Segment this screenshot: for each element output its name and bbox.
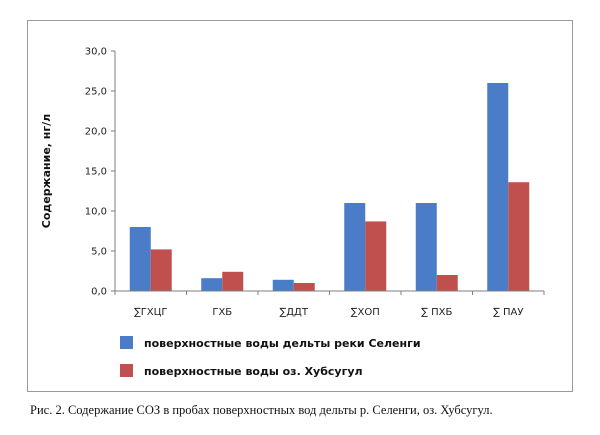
bar-series-2 (293, 283, 315, 291)
x-tick-label: ∑ГХЦГ (134, 307, 168, 318)
bars (129, 83, 530, 291)
bar-series-2 (150, 249, 172, 291)
x-tick-label: ∑ ПХБ (421, 307, 452, 318)
bar-series-2 (436, 275, 458, 291)
x-tick-label: ГХБ (212, 307, 232, 318)
bar-series-2 (365, 221, 387, 291)
chart-frame: 0,0 5,0 10,0 15,0 20,0 25,0 30,0 ∑ГХЦГ ГХБ ∑ДДТ ∑… (27, 20, 573, 392)
bar-series-1 (272, 279, 294, 291)
bar-series-2 (222, 271, 244, 291)
bar-series-1 (487, 83, 509, 291)
x-axis: ∑ГХЦГ ГХБ ∑ДДТ ∑ХОП ∑ ПХБ ∑ ПАУ (114, 290, 545, 318)
bar-series-1 (344, 203, 366, 291)
y-tick-label: 30,0 (85, 47, 107, 58)
bar-series-1 (201, 278, 223, 291)
bar-series-2 (508, 182, 530, 291)
y-tick-label: 10,0 (85, 207, 107, 218)
y-tick-label: 20,0 (85, 127, 107, 138)
legend-label: поверхностные воды дельты реки Селенги (144, 337, 421, 350)
y-axis-label: Содержание, нг/л (40, 114, 53, 228)
x-tick-label: ∑ДДТ (280, 307, 309, 318)
x-tick-label: ∑ ПАУ (493, 307, 523, 318)
legend-swatch (120, 364, 133, 377)
figure-caption: Рис. 2. Содержание СОЗ в пробах поверхно… (30, 403, 493, 417)
legend-swatch (120, 336, 133, 349)
bar-series-1 (129, 227, 151, 291)
bar-series-1 (415, 203, 437, 291)
y-tick-label: 0,0 (91, 287, 107, 298)
y-axis: 0,0 5,0 10,0 15,0 20,0 25,0 30,0 (85, 47, 116, 298)
y-tick-label: 15,0 (85, 167, 107, 178)
legend-label: поверхностные воды оз. Хубсугул (144, 365, 363, 378)
x-tick-label: ∑ХОП (351, 307, 380, 318)
y-tick-label: 25,0 (85, 87, 107, 98)
legend: поверхностные воды дельты реки Селенги по… (120, 336, 421, 378)
bar-chart: 0,05,010,015,020,025,030,0 ∑ГХЦГ ГХБ ∑ДДТ ∑… (40, 47, 545, 378)
y-tick-label: 5,0 (91, 247, 107, 258)
